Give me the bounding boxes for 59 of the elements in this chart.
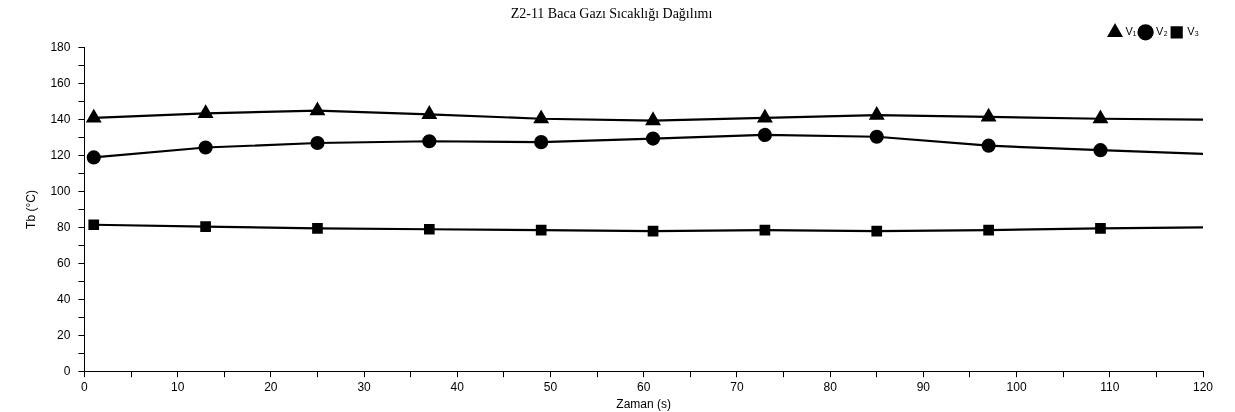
legend-label: V₁ [1125, 25, 1137, 38]
x-tick-label: 100 [1006, 379, 1027, 394]
point [200, 221, 211, 232]
x-tick-label: 50 [543, 379, 558, 394]
point [645, 131, 661, 146]
y-tick-label: 160 [50, 76, 71, 91]
point [869, 129, 884, 144]
point [1093, 143, 1108, 158]
point [981, 108, 996, 122]
x-tick-label: 70 [730, 379, 744, 394]
y-tick-label: 180 [50, 40, 71, 55]
x-tick-label: 120 [1192, 379, 1214, 394]
legend-label: V₃ [1187, 25, 1200, 38]
point [86, 150, 101, 165]
point [86, 109, 101, 123]
point [759, 224, 771, 236]
point [757, 109, 773, 123]
point [981, 138, 996, 153]
point [645, 112, 661, 126]
point [198, 105, 213, 118]
x-axis-title: Zaman (s) [616, 397, 672, 412]
point [535, 224, 547, 236]
y-tick-label: 40 [57, 291, 71, 306]
legend-label: V₂ [1156, 25, 1168, 38]
x-tick-label: 30 [357, 379, 372, 394]
point [983, 224, 994, 236]
x-tick-label: 40 [450, 379, 465, 394]
x-tick-label: 90 [916, 379, 931, 394]
y-tick-label: 60 [57, 255, 71, 270]
point [88, 219, 100, 231]
x-tick-label: 110 [1100, 379, 1120, 394]
point [423, 223, 435, 235]
y-tick-label: 120 [50, 147, 71, 162]
point [198, 140, 213, 155]
y-tick-label: 100 [50, 183, 71, 198]
y-tick-label: 20 [57, 327, 71, 342]
x-tick-label: 20 [264, 379, 278, 394]
point [1095, 223, 1106, 234]
x-tick-label: 80 [823, 379, 838, 394]
x-tick-label: 60 [637, 379, 651, 394]
point [422, 106, 437, 119]
y-tick-label: 140 [50, 111, 71, 126]
point [534, 110, 549, 124]
x-tick-label: 10 [170, 379, 185, 394]
point [310, 135, 325, 151]
point [312, 223, 323, 234]
y-tick-label: 80 [57, 219, 71, 234]
point [534, 135, 549, 150]
point [757, 127, 772, 143]
y-axis-title: Tb (°C) [23, 190, 38, 229]
point [1093, 110, 1108, 124]
point [310, 102, 325, 116]
y-tick-label: 0 [63, 363, 71, 378]
point [871, 225, 883, 237]
point [422, 134, 437, 149]
chart-title: Z2-11 Baca Gazı Sıcaklığı Dağılımı [510, 6, 713, 22]
point [869, 107, 884, 120]
point [647, 225, 659, 237]
x-tick-label: 0 [81, 379, 89, 394]
